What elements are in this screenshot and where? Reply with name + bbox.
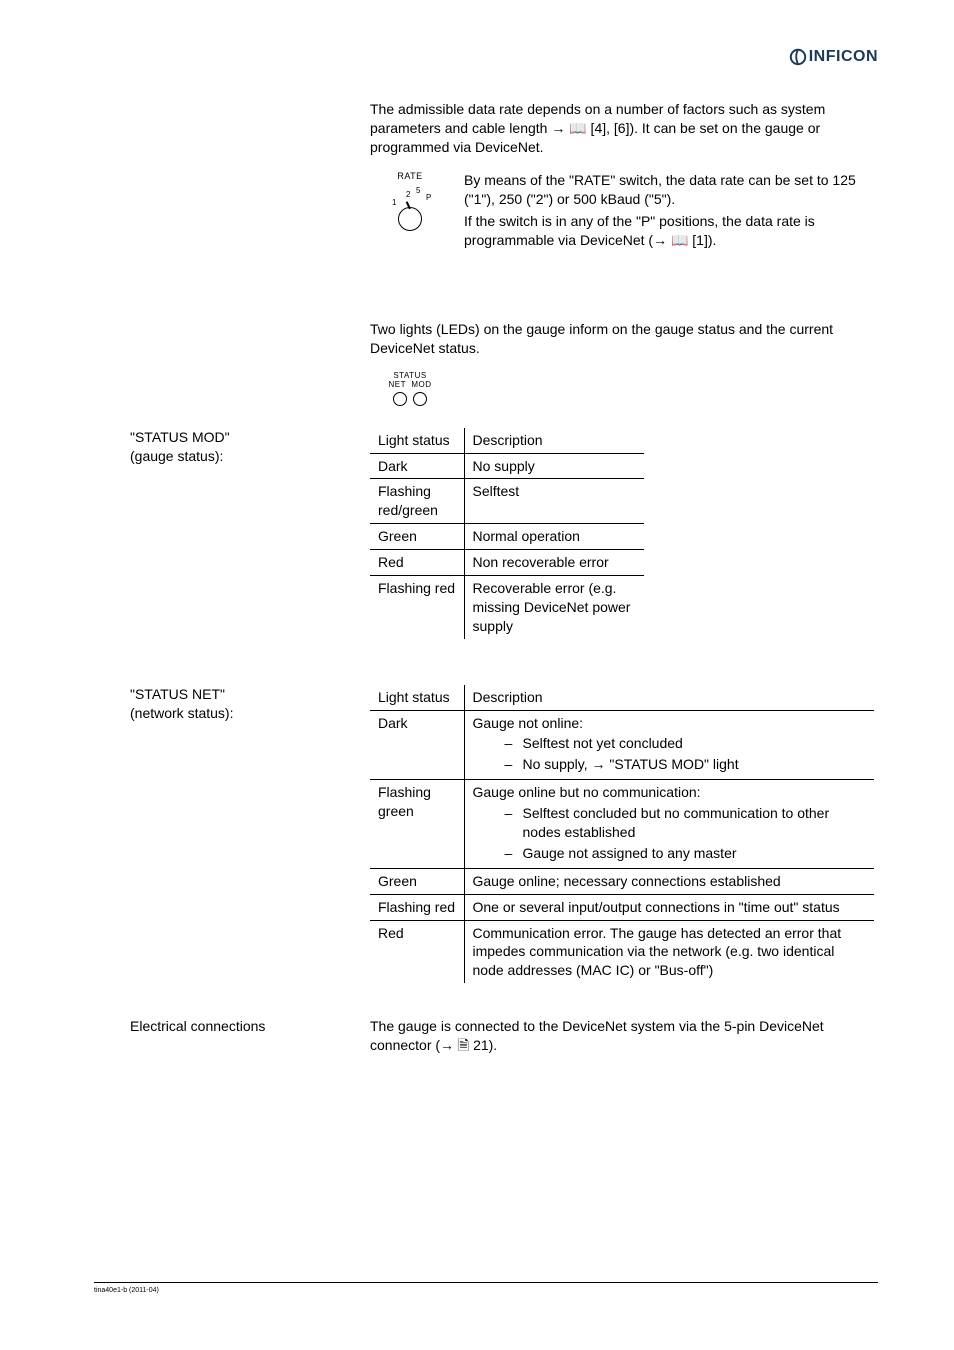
rate-title: RATE	[370, 171, 450, 182]
rate-pos-2: 2	[406, 190, 410, 200]
logo-mark-icon	[789, 48, 807, 66]
logo-text: INFICON	[809, 48, 878, 66]
rate-pos-p: P	[426, 193, 431, 203]
row-desc: Gauge online but no communication:	[473, 783, 867, 802]
status-net-table: Light status Description Dark Gauge not …	[370, 685, 874, 984]
rate-pos-1: 1	[392, 198, 396, 208]
mod-led-icon	[413, 392, 427, 406]
col-desc-header: Description	[464, 685, 874, 710]
leds-intro: Two lights (LEDs) on the gauge inform on…	[370, 320, 884, 358]
sub-item: No supply, → "STATUS MOD" light	[505, 755, 867, 774]
row-desc: Gauge not online:	[473, 714, 867, 733]
status-net-label-1: "STATUS NET"	[130, 685, 360, 704]
net-led-icon	[393, 392, 407, 406]
data-rate-intro: The admissible data rate depends on a nu…	[370, 100, 884, 157]
page-footer: tina40e1-b (2011-04)	[94, 1282, 878, 1294]
table-row: Flashing redOne or several input/output …	[370, 894, 874, 920]
table-row: Flashing green Gauge online but no commu…	[370, 780, 874, 869]
status-net-label-2: (network status):	[130, 704, 360, 723]
col-desc-header: Description	[464, 428, 644, 453]
rate-para-2: If the switch is in any of the "P" posit…	[464, 212, 884, 250]
sub-item: Gauge not assigned to any master	[505, 844, 867, 863]
status-mod-table: Light status Description DarkNo supply F…	[370, 428, 644, 639]
footer-ref: tina40e1-b (2011-04)	[94, 1287, 159, 1294]
table-row: DarkNo supply	[370, 453, 644, 479]
status-diagram-bot: NET MOD	[370, 381, 450, 390]
electrical-para: The gauge is connected to the DeviceNet …	[370, 1017, 884, 1055]
table-row: RedNon recoverable error	[370, 550, 644, 576]
table-row: RedCommunication error. The gauge has de…	[370, 920, 874, 983]
sub-item: Selftest not yet concluded	[505, 734, 867, 753]
table-row: GreenGauge online; necessary connections…	[370, 868, 874, 894]
status-mod-label-1: "STATUS MOD"	[130, 428, 360, 447]
table-row: Flashing redRecoverable error (e.g. miss…	[370, 575, 644, 638]
table-row: Flashing red/greenSelftest	[370, 479, 644, 524]
electrical-label: Electrical connections	[130, 1017, 360, 1036]
status-mod-label-2: (gauge status):	[130, 447, 360, 466]
col-light-header: Light status	[370, 685, 464, 710]
rate-para-1: By means of the "RATE" switch, the data …	[464, 171, 884, 209]
col-light-header: Light status	[370, 428, 464, 453]
status-led-diagram: STATUS NET MOD	[370, 372, 450, 406]
table-row: GreenNormal operation	[370, 524, 644, 550]
rate-switch-diagram: RATE 2 5 1 P	[370, 171, 450, 232]
brand-logo: INFICON	[789, 48, 878, 66]
sub-item: Selftest concluded but no communication …	[505, 804, 867, 842]
rate-pos-5: 5	[416, 186, 420, 196]
table-row: Dark Gauge not online: Selftest not yet …	[370, 710, 874, 780]
